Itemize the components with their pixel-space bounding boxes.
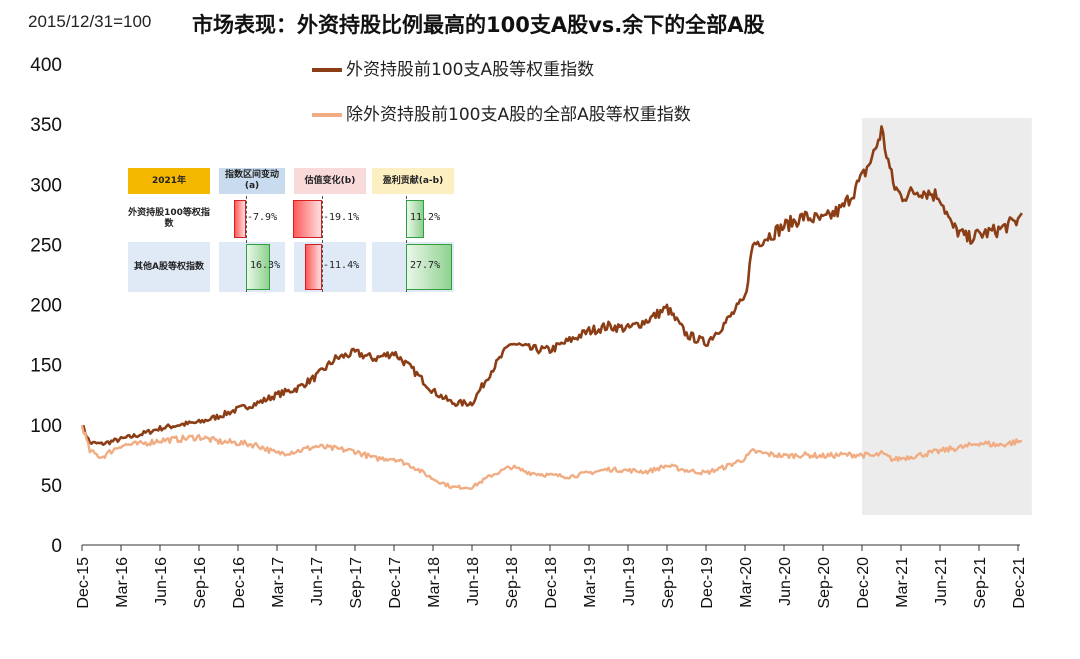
x-tick-label: Mar-16 bbox=[114, 557, 131, 608]
inset-bar-row2-a bbox=[246, 244, 271, 290]
inset-row2-label: 其他A股等权指数 bbox=[128, 242, 210, 292]
y-tick-label: 350 bbox=[30, 115, 62, 136]
inset-bar-row1-a bbox=[234, 200, 246, 238]
y-tick-label: 0 bbox=[51, 536, 62, 557]
x-tick-label: Jun-19 bbox=[621, 557, 638, 606]
inset-baseline-b bbox=[322, 196, 323, 292]
y-tick-label: 300 bbox=[30, 175, 62, 196]
inset-value-row1-a: -7.9% bbox=[247, 212, 278, 223]
x-tick-label: Dec-16 bbox=[231, 557, 248, 609]
x-tick-label: Dec-19 bbox=[699, 557, 716, 609]
y-tick-label: 250 bbox=[30, 235, 62, 256]
inset-header-year: 2021年 bbox=[128, 168, 210, 194]
inset-row1-label: 外资持股100等权指数 bbox=[128, 208, 210, 229]
x-tick-label: Mar-19 bbox=[582, 557, 599, 608]
x-tick-label: Jun-21 bbox=[933, 557, 950, 606]
legend-top100: 外资持股前100支A股等权重指数 bbox=[312, 55, 594, 80]
base-note: 2015/12/31=100 bbox=[28, 12, 152, 31]
inset-header-a: 指数区间变动(a) bbox=[219, 168, 285, 194]
inset-value-row1-c: 11.2% bbox=[410, 212, 441, 223]
inset-bar-row1-c bbox=[406, 200, 425, 238]
inset-value-row2-c: 27.7% bbox=[410, 260, 441, 271]
inset-value-row1-b: -19.1% bbox=[323, 212, 360, 223]
x-tick-label: Sep-16 bbox=[192, 557, 209, 609]
inset-header-b: 估值变化(b) bbox=[294, 168, 366, 194]
x-tick-label: Mar-21 bbox=[894, 557, 911, 608]
x-tick-label: Mar-20 bbox=[738, 557, 755, 608]
legend-label-top100: 外资持股前100支A股等权重指数 bbox=[346, 60, 595, 80]
x-tick-label: Sep-19 bbox=[660, 557, 677, 609]
series-line-top100 bbox=[81, 125, 1023, 447]
x-tick-label: Jun-16 bbox=[153, 557, 170, 606]
series-line-rest bbox=[80, 424, 1023, 491]
x-tick-label: Mar-17 bbox=[270, 557, 287, 608]
inset-header-c: 盈利贡献(a-b) bbox=[372, 168, 454, 194]
x-tick-label: Sep-21 bbox=[972, 557, 989, 609]
x-tick-label: Jun-17 bbox=[309, 557, 326, 606]
y-tick-label: 100 bbox=[30, 416, 62, 437]
inset-bar-row1-b bbox=[293, 200, 322, 238]
x-tick-label: Jun-20 bbox=[777, 557, 794, 606]
x-tick-label: Jun-18 bbox=[465, 557, 482, 606]
inset-value-row2-b: -11.4% bbox=[323, 260, 360, 271]
x-tick-label: Dec-17 bbox=[387, 557, 404, 609]
inset-bar-row2-c bbox=[406, 244, 452, 290]
x-tick-label: Dec-18 bbox=[543, 557, 560, 609]
y-tick-label: 200 bbox=[30, 296, 62, 317]
x-tick-label: Sep-17 bbox=[348, 557, 365, 609]
y-tick-label: 150 bbox=[30, 356, 62, 377]
legend-label-rest: 除外资持股前100支A股的全部A股等权重指数 bbox=[346, 105, 691, 125]
legend-swatch-top100 bbox=[312, 68, 342, 72]
x-tick-label: Sep-18 bbox=[504, 557, 521, 609]
legend-rest: 除外资持股前100支A股的全部A股等权重指数 bbox=[312, 100, 691, 125]
x-tick-label: Mar-18 bbox=[426, 557, 443, 608]
y-tick-label: 400 bbox=[30, 55, 62, 76]
x-tick-label: Sep-20 bbox=[816, 557, 833, 609]
x-tick-label: Dec-20 bbox=[855, 557, 872, 609]
inset-value-row2-a: 16.3% bbox=[250, 260, 281, 271]
chart-title: 市场表现：外资持股比例最高的100支A股vs.余下的全部A股 bbox=[192, 13, 765, 37]
inset-bar-row2-b bbox=[304, 244, 322, 290]
legend-swatch-rest bbox=[312, 113, 342, 117]
y-tick-label: 50 bbox=[41, 476, 62, 497]
x-tick-label: Dec-15 bbox=[75, 557, 92, 609]
x-tick-label: Dec-21 bbox=[1011, 557, 1028, 609]
